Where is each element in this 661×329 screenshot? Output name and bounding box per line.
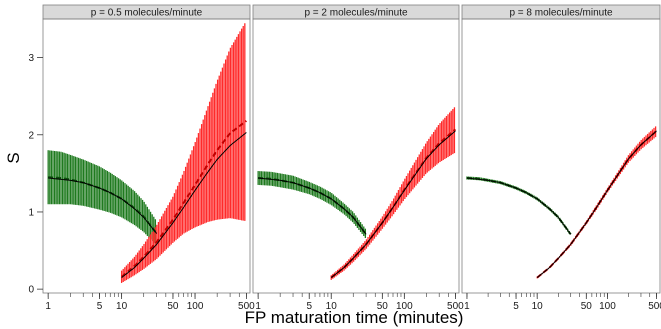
plot-marks xyxy=(257,107,457,280)
green-mean-line xyxy=(466,177,572,235)
y-tick-label: 0 xyxy=(28,285,34,296)
x-tick-label: 100 xyxy=(187,301,204,312)
x-tick-label: 10 xyxy=(116,301,128,312)
red-fit-line xyxy=(121,132,247,278)
x-tick-label: 1 xyxy=(464,301,470,312)
panel-1: p = 2 molecules/minute xyxy=(252,4,460,294)
red-mean-line xyxy=(120,120,247,278)
x-tick-label: 10 xyxy=(326,301,338,312)
plot-marks xyxy=(47,23,247,283)
strip-title: p = 8 molecules/minute xyxy=(509,8,613,19)
x-tick-label: 10 xyxy=(532,301,544,312)
x-tick-label: 5 xyxy=(306,301,312,312)
y-tick-label: 1 xyxy=(28,207,34,218)
x-tick-label: 1 xyxy=(255,301,261,312)
red-mean-line xyxy=(536,130,658,279)
panel-border xyxy=(252,18,460,294)
green-fit-line xyxy=(258,177,367,235)
y-tick-label: 3 xyxy=(28,53,34,64)
green-fit-line xyxy=(48,177,158,234)
x-tick-label: 50 xyxy=(377,301,389,312)
y-axis-title: S xyxy=(4,152,23,163)
panel-border xyxy=(42,18,251,294)
x-tick-label: 500 xyxy=(648,301,661,312)
strip-title: p = 0.5 molecules/minute xyxy=(91,8,203,19)
green-fit-line xyxy=(466,177,572,235)
y-tick-label: 2 xyxy=(28,130,34,141)
x-axis-title: FP maturation time (minutes) xyxy=(245,308,464,327)
panel-2: p = 8 molecules/minute xyxy=(461,4,661,294)
panel-border xyxy=(461,18,661,294)
panel-0: p = 0.5 molecules/minute xyxy=(42,4,251,294)
x-axes: 151050100500151050100500151050100500 xyxy=(45,293,661,312)
red-fit-line xyxy=(536,130,657,278)
x-tick-label: 500 xyxy=(447,301,464,312)
x-tick-label: 5 xyxy=(97,301,103,312)
red-fit-line xyxy=(330,130,456,278)
plot-marks xyxy=(466,126,658,279)
green-mean-line xyxy=(48,176,158,235)
x-tick-label: 1 xyxy=(45,301,51,312)
x-tick-label: 500 xyxy=(238,301,255,312)
x-tick-label: 100 xyxy=(599,301,616,312)
strip-title: p = 2 molecules/minute xyxy=(304,8,408,19)
x-tick-label: 5 xyxy=(513,301,519,312)
x-tick-label: 50 xyxy=(581,301,593,312)
x-tick-label: 100 xyxy=(396,301,413,312)
x-tick-label: 50 xyxy=(167,301,179,312)
y-axis: 0 1 2 3 xyxy=(28,53,43,296)
